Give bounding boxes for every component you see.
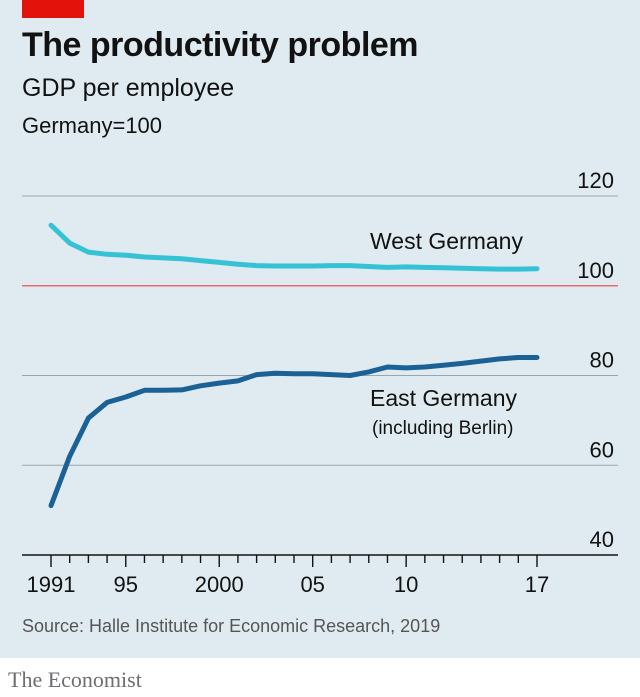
y-tick-label-80: 80 bbox=[590, 348, 614, 373]
y-tick-label-40: 40 bbox=[590, 527, 614, 552]
y-tick-labels: 40 60 80 100 120 bbox=[577, 168, 614, 552]
line-chart: 40 60 80 100 120 1991 95 2000 05 10 17 West Germa… bbox=[22, 168, 618, 597]
x-tick-label-2010: 10 bbox=[394, 572, 418, 597]
x-tick-label-1991: 1991 bbox=[27, 572, 76, 597]
series-label-east-germany-0: East Germany bbox=[370, 385, 517, 411]
brand-red-tab bbox=[22, 0, 84, 18]
x-tick-label-1995: 95 bbox=[114, 572, 138, 597]
chart-title: The productivity problem bbox=[22, 26, 419, 64]
chart-subtitle: GDP per employee bbox=[22, 74, 235, 102]
source-note: Source: Halle Institute for Economic Res… bbox=[22, 616, 441, 636]
x-tick-label-2005: 05 bbox=[300, 572, 324, 597]
brand-logo-text: The Economist bbox=[8, 667, 142, 692]
x-tick-label-2000: 2000 bbox=[195, 572, 244, 597]
series-layer bbox=[48, 222, 540, 509]
series-line-west-germany bbox=[48, 222, 540, 272]
series-line-east-germany bbox=[48, 355, 540, 509]
grid-lines bbox=[22, 195, 618, 466]
series-label-east-germany-1: (including Berlin) bbox=[372, 418, 514, 439]
x-axis: 1991 95 2000 05 10 17 bbox=[22, 554, 618, 597]
series-labels: West Germany East Germany (including Berli… bbox=[370, 228, 523, 439]
y-tick-label-100: 100 bbox=[577, 258, 614, 283]
chart-panel bbox=[0, 0, 640, 658]
y-tick-label-120: 120 bbox=[577, 168, 614, 193]
chart-unit-label: Germany=100 bbox=[22, 113, 163, 138]
series-label-west-germany-0: West Germany bbox=[370, 228, 523, 254]
y-tick-label-60: 60 bbox=[590, 437, 614, 462]
x-tick-label-2017: 17 bbox=[525, 572, 549, 597]
